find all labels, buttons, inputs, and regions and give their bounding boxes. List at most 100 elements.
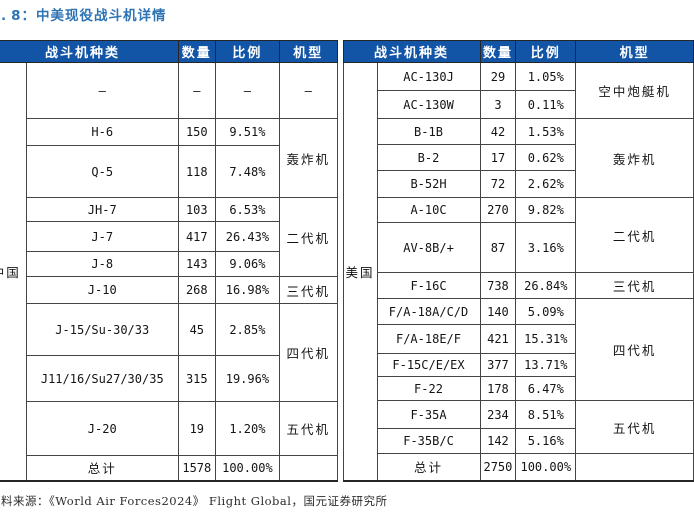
total-model-empty: [576, 454, 694, 481]
col-header-fighter-type: 战斗机种类: [0, 41, 178, 63]
fighter-name: JH-7: [26, 198, 178, 222]
fighter-pct: 0.62%: [516, 145, 576, 171]
fighter-name: J-20: [26, 402, 178, 456]
title-clipped-fragment: .: [1, 8, 7, 24]
table-row: F-16C 738 26.84% 三代机: [343, 273, 694, 299]
fighter-qty: 45: [178, 304, 215, 356]
generation-label-gunship: 空中炮艇机: [576, 63, 694, 119]
fighter-pct: 26.43%: [215, 222, 279, 252]
table-row-total: 总计 1578 100.00%: [0, 456, 337, 481]
fighter-pct: 6.47%: [516, 377, 576, 401]
fighter-qty: 19: [178, 402, 215, 456]
fighter-name: –: [26, 63, 178, 119]
fighter-name: B-52H: [377, 171, 480, 198]
fighter-pct: 26.84%: [516, 273, 576, 299]
fighter-name: F/A-18A/C/D: [377, 299, 480, 325]
table-row: F/A-18A/C/D 140 5.09% 四代机: [343, 299, 694, 325]
generation-label-bomber: 轰炸机: [280, 119, 337, 198]
fighter-qty: 377: [480, 354, 516, 377]
fighter-pct: 5.09%: [516, 299, 576, 325]
fighter-pct: 2.62%: [516, 171, 576, 198]
fighter-qty: 178: [480, 377, 516, 401]
country-label-usa: 美国: [343, 63, 377, 481]
fighter-name: F-15C/E/EX: [377, 354, 480, 377]
fighter-pct: 5.16%: [516, 429, 576, 454]
table-row: J-10 268 16.98% 三代机: [0, 277, 337, 304]
table-row: J-20 19 1.20% 五代机: [0, 402, 337, 456]
fighter-name: AV-8B/+: [377, 223, 480, 273]
fighter-pct: 1.05%: [516, 63, 576, 91]
fighter-name: J-10: [26, 277, 178, 304]
fighter-name: F/A-18E/F: [377, 325, 480, 354]
total-label: 总计: [377, 454, 480, 481]
table-row: A-10C 270 9.82% 二代机: [343, 198, 694, 223]
fighter-pct: 9.06%: [215, 252, 279, 277]
fighter-pct: –: [215, 63, 279, 119]
fighter-name: J-7: [26, 222, 178, 252]
generation-label-gen4: 四代机: [576, 299, 694, 401]
fighter-pct: 0.11%: [516, 91, 576, 119]
fighter-name: AC-130W: [377, 91, 480, 119]
fighter-name: AC-130J: [377, 63, 480, 91]
table-row: H-6 150 9.51% 轰炸机: [0, 119, 337, 146]
fighter-pct: 9.51%: [215, 119, 279, 146]
fighter-pct: 16.98%: [215, 277, 279, 304]
fighter-qty: –: [178, 63, 215, 119]
fighter-model: –: [280, 63, 337, 119]
col-header-proportion: 比例: [215, 41, 279, 63]
table-row: 美国 AC-130J 29 1.05% 空中炮艇机: [343, 63, 694, 91]
generation-label-gen5: 五代机: [576, 401, 694, 454]
fighter-qty: 270: [480, 198, 516, 223]
source-note: 料来源：《World Air Forces2024》 Flight Global…: [1, 493, 693, 509]
fighter-qty: 738: [480, 273, 516, 299]
fighter-qty: 421: [480, 325, 516, 354]
fighter-qty: 142: [480, 429, 516, 454]
title-text: 8：中美现役战斗机详情: [11, 8, 166, 24]
fighter-pct: 2.85%: [215, 304, 279, 356]
country-label-china: 中国: [0, 63, 26, 481]
fighter-qty: 29: [480, 63, 516, 91]
fighter-qty: 17: [480, 145, 516, 171]
generation-label-gen2: 二代机: [280, 198, 337, 277]
fighter-name: B-2: [377, 145, 480, 171]
fighter-name: B-1B: [377, 119, 480, 145]
comparison-tables: 战斗机种类 数量 比例 机型 中国 – – – – H-6 150 9.51% …: [0, 40, 694, 482]
fighter-pct: 13.71%: [516, 354, 576, 377]
fighter-name: F-22: [377, 377, 480, 401]
fighter-name: A-10C: [377, 198, 480, 223]
fighter-pct: 9.82%: [516, 198, 576, 223]
col-header-quantity: 数量: [480, 41, 516, 63]
total-qty: 1578: [178, 456, 215, 481]
table-row: 中国 – – – –: [0, 63, 337, 119]
generation-label-gen4: 四代机: [280, 304, 337, 402]
fighter-pct: 7.48%: [215, 146, 279, 198]
fighter-pct: 1.53%: [516, 119, 576, 145]
generation-label-gen2: 二代机: [576, 198, 694, 273]
table-row: B-1B 42 1.53% 轰炸机: [343, 119, 694, 145]
fighter-qty: 268: [178, 277, 215, 304]
fighter-pct: 15.31%: [516, 325, 576, 354]
fighter-pct: 3.16%: [516, 223, 576, 273]
generation-label-gen3: 三代机: [576, 273, 694, 299]
table-row: F-35A 234 8.51% 五代机: [343, 401, 694, 429]
fighter-qty: 234: [480, 401, 516, 429]
fighter-pct: 6.53%: [215, 198, 279, 222]
fighter-qty: 140: [480, 299, 516, 325]
total-pct: 100.00%: [516, 454, 576, 481]
fighter-qty: 143: [178, 252, 215, 277]
fighter-name: F-16C: [377, 273, 480, 299]
fighter-pct: 1.20%: [215, 402, 279, 456]
total-label: 总计: [26, 456, 178, 481]
total-pct: 100.00%: [215, 456, 279, 481]
fighter-qty: 103: [178, 198, 215, 222]
fighter-qty: 150: [178, 119, 215, 146]
fighter-qty: 315: [178, 356, 215, 402]
header-row: 战斗机种类 数量 比例 机型: [343, 41, 694, 63]
col-header-proportion: 比例: [516, 41, 576, 63]
header-row: 战斗机种类 数量 比例 机型: [0, 41, 337, 63]
fighter-qty: 72: [480, 171, 516, 198]
col-header-model: 机型: [576, 41, 694, 63]
china-fighters-table: 战斗机种类 数量 比例 机型 中国 – – – – H-6 150 9.51% …: [0, 40, 338, 482]
fighter-pct: 19.96%: [215, 356, 279, 402]
table-row: JH-7 103 6.53% 二代机: [0, 198, 337, 222]
